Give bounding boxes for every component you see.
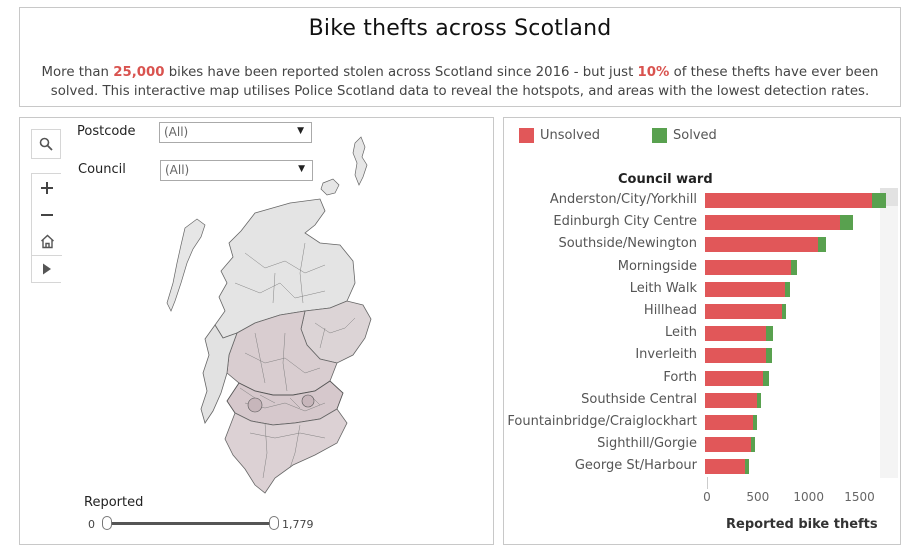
desc-text-1: More than bbox=[41, 65, 114, 80]
bar-unsolved[interactable] bbox=[705, 348, 767, 364]
chevron-down-icon: ▼ bbox=[297, 126, 304, 136]
ward-axis-header: Council ward bbox=[618, 172, 713, 187]
map-toolbar bbox=[31, 129, 62, 283]
chevron-down-icon: ▼ bbox=[298, 164, 305, 174]
legend-swatch-unsolved bbox=[519, 128, 534, 143]
bar-unsolved[interactable] bbox=[705, 215, 841, 231]
council-dropdown-value: (All) bbox=[165, 163, 190, 177]
legend-label-unsolved: Unsolved bbox=[540, 128, 601, 143]
desc-text-2: bikes have been reported stolen across S… bbox=[164, 65, 638, 80]
chart-scrollbar[interactable] bbox=[880, 188, 898, 478]
ward-label[interactable]: Edinburgh City Centre bbox=[553, 214, 697, 230]
chart-panel: Unsolved Solved Council ward Anderston/C… bbox=[503, 117, 901, 545]
bar-solved[interactable] bbox=[752, 415, 757, 430]
x-tick-label: 1000 bbox=[793, 490, 824, 504]
bar-solved[interactable] bbox=[840, 215, 853, 231]
zoom-controls bbox=[31, 173, 62, 283]
bar-unsolved[interactable] bbox=[705, 437, 752, 453]
map-region-shetland[interactable] bbox=[352, 136, 368, 186]
bar-unsolved[interactable] bbox=[705, 392, 757, 408]
desc-highlight-percent: 10% bbox=[637, 65, 670, 80]
bar-unsolved[interactable] bbox=[705, 304, 782, 319]
ward-label[interactable]: Anderston/City/Yorkhill bbox=[549, 192, 697, 207]
desc-text-3: of these thefts have ever been solved. T… bbox=[50, 65, 879, 99]
ward-label[interactable]: Forth bbox=[663, 369, 697, 385]
map-cluster-glasgow[interactable] bbox=[247, 397, 263, 413]
bar-unsolved[interactable] bbox=[705, 259, 791, 275]
ward-label[interactable]: Morningside bbox=[617, 258, 697, 274]
x-axis-line bbox=[707, 477, 708, 489]
council-dropdown[interactable]: (All) ▼ bbox=[160, 160, 313, 181]
page-title: Bike thefts across Scotland bbox=[308, 16, 612, 41]
bar-solved[interactable] bbox=[871, 193, 887, 208]
bar-unsolved[interactable] bbox=[705, 237, 819, 253]
bar-solved[interactable] bbox=[790, 259, 797, 275]
slider-min-handle[interactable] bbox=[102, 516, 112, 530]
bar-solved[interactable] bbox=[745, 459, 750, 475]
bar-unsolved[interactable] bbox=[705, 370, 763, 386]
postcode-filter-label: Postcode bbox=[77, 124, 136, 139]
bar-unsolved[interactable] bbox=[705, 193, 872, 208]
legend-swatch-solved bbox=[652, 128, 667, 143]
map-ward-boundaries bbox=[234, 242, 356, 479]
slider-max-handle[interactable] bbox=[269, 516, 279, 530]
bar-solved[interactable] bbox=[766, 326, 773, 342]
postcode-dropdown-value: (All) bbox=[164, 125, 189, 139]
bar-solved[interactable] bbox=[762, 370, 770, 386]
bar-solved[interactable] bbox=[818, 237, 827, 253]
legend-label-solved: Solved bbox=[673, 128, 717, 143]
scotland-map[interactable] bbox=[115, 133, 420, 498]
bar-unsolved[interactable] bbox=[705, 281, 785, 297]
map-region-south[interactable] bbox=[224, 408, 348, 494]
play-icon[interactable] bbox=[32, 255, 62, 282]
reported-filter-label: Reported bbox=[84, 495, 144, 510]
ward-label[interactable]: Hillhead bbox=[643, 303, 697, 318]
desc-highlight-count: 25,000 bbox=[113, 65, 165, 80]
bar-solved[interactable] bbox=[751, 437, 756, 453]
postcode-dropdown[interactable]: (All) ▼ bbox=[159, 122, 312, 143]
bar-unsolved[interactable] bbox=[705, 326, 767, 342]
bar-unsolved[interactable] bbox=[705, 415, 753, 430]
x-tick-label: 1500 bbox=[844, 490, 875, 504]
bar-unsolved[interactable] bbox=[705, 459, 746, 475]
search-icon[interactable] bbox=[31, 129, 61, 159]
reported-slider-track[interactable] bbox=[106, 522, 274, 525]
bar-solved[interactable] bbox=[781, 304, 787, 319]
bar-solved[interactable] bbox=[756, 392, 761, 408]
header-panel: Bike thefts across Scotland More than 25… bbox=[19, 7, 901, 107]
intro-description: More than 25,000 bikes have been reporte… bbox=[30, 63, 890, 101]
x-tick-label: 0 bbox=[703, 490, 711, 504]
bar-solved[interactable] bbox=[784, 281, 791, 297]
ward-label[interactable]: Leith bbox=[665, 325, 697, 341]
plus-icon[interactable] bbox=[32, 174, 62, 201]
ward-label[interactable]: Inverleith bbox=[635, 347, 697, 363]
ward-label[interactable]: Fountainbridge/Craiglockhart bbox=[507, 414, 697, 429]
ward-label[interactable]: George St/Harbour bbox=[574, 458, 697, 474]
ward-label[interactable]: Sighthill/Gorgie bbox=[597, 436, 697, 452]
map-region-argyll[interactable] bbox=[200, 324, 238, 424]
x-axis-title: Reported bike thefts bbox=[726, 517, 878, 532]
map-panel: Postcode (All) ▼ Council (All) ▼ bbox=[19, 117, 494, 545]
legend-solved[interactable]: Solved bbox=[652, 128, 717, 143]
map-cluster-edinburgh[interactable] bbox=[301, 394, 315, 408]
slider-min-value: 0 bbox=[88, 518, 95, 531]
map-region-orkney[interactable] bbox=[320, 178, 340, 196]
home-icon[interactable] bbox=[32, 228, 62, 255]
council-filter-label: Council bbox=[78, 162, 126, 177]
x-tick-label: 500 bbox=[746, 490, 770, 504]
legend-unsolved[interactable]: Unsolved bbox=[519, 128, 600, 143]
bar-solved[interactable] bbox=[766, 348, 772, 364]
minus-icon[interactable] bbox=[32, 201, 62, 228]
ward-label[interactable]: Southside/Newington bbox=[558, 236, 697, 252]
map-region-hebrides[interactable] bbox=[166, 218, 206, 312]
ward-label[interactable]: Leith Walk bbox=[629, 280, 697, 296]
slider-max-value: 1,779 bbox=[282, 518, 314, 531]
ward-label[interactable]: Southside Central bbox=[581, 391, 697, 407]
